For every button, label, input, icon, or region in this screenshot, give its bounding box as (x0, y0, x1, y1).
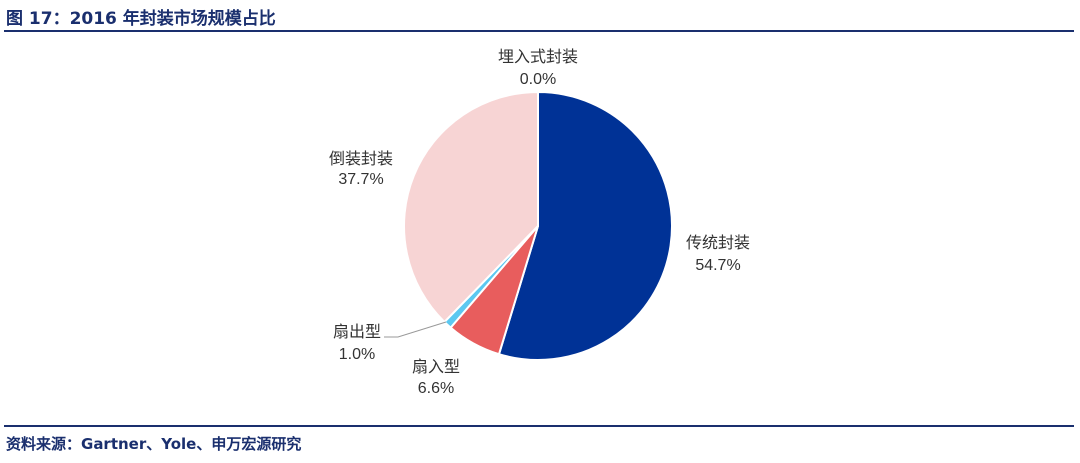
slice-label-flip-chip: 倒装封装 (329, 150, 393, 168)
figure-title: 图 17：2016 年封装市场规模占比 (6, 9, 276, 29)
pie-slice-flip-chip (403, 90, 539, 324)
slice-label-fan-out: 扇出型 (333, 323, 381, 341)
slice-label-fan-in: 扇入型 (412, 358, 460, 376)
source-note: 资料来源：Gartner、Yole、申万宏源研究 (6, 435, 302, 453)
leader-line-fan-out (384, 321, 447, 338)
top-rule (4, 30, 1074, 32)
bottom-rule (4, 425, 1074, 427)
slice-value-embedded: 0.0% (520, 71, 556, 88)
slice-value-traditional: 54.7% (695, 257, 740, 274)
slice-value-fan-out: 1.0% (339, 346, 375, 363)
slice-value-fan-in: 6.6% (418, 380, 454, 397)
slice-label-traditional: 传统封装 (686, 234, 750, 252)
slice-value-flip-chip: 37.7% (338, 171, 383, 188)
pie-slice-traditional (497, 90, 673, 361)
slice-label-embedded: 埋入式封装 (498, 48, 578, 66)
